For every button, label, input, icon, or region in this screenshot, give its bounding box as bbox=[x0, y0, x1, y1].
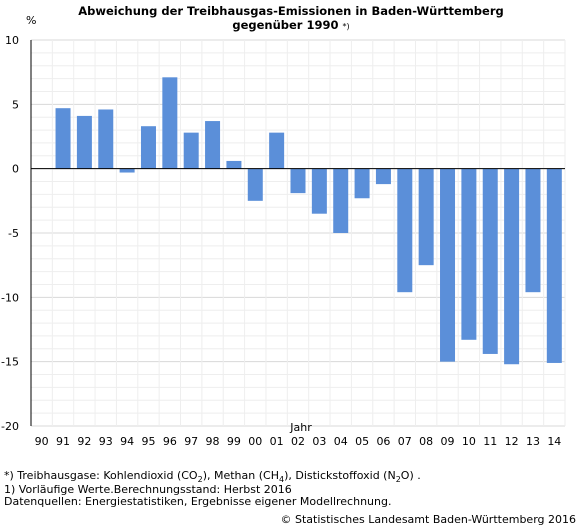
y-tick-label: -15 bbox=[1, 356, 19, 369]
bar-00 bbox=[247, 168, 263, 201]
x-tick-label: 90 bbox=[35, 435, 49, 448]
bar-91 bbox=[55, 108, 71, 169]
bar-96 bbox=[162, 77, 178, 169]
y-axis-label: % bbox=[26, 14, 36, 27]
bar-94 bbox=[119, 168, 135, 173]
bar-98 bbox=[205, 121, 221, 169]
chart-title-line1: Abweichung der Treibhausgas-Emissionen i… bbox=[78, 4, 504, 18]
x-tick-label: 04 bbox=[334, 435, 348, 448]
y-tick-label: 0 bbox=[12, 163, 19, 176]
x-tick-label: 06 bbox=[376, 435, 390, 448]
footnote-sources: Datenquellen: Energiestatistiken, Ergebn… bbox=[4, 495, 392, 508]
x-tick-label: 13 bbox=[526, 435, 540, 448]
bar-95 bbox=[140, 126, 156, 169]
chart-plot: 10 5 0 -5 -10 -15 -20 90 91 92 93 94 95 96 97 98 99 00 01 0… bbox=[1, 14, 566, 448]
bar-07 bbox=[397, 168, 413, 293]
y-tick-label: 5 bbox=[12, 98, 19, 111]
bars bbox=[55, 77, 562, 365]
chart-title-note: *) bbox=[342, 22, 350, 31]
bar-02 bbox=[290, 168, 306, 194]
y-tick-label: -20 bbox=[1, 420, 19, 433]
x-tick-label: 09 bbox=[441, 435, 455, 448]
x-tick-label: 00 bbox=[248, 435, 262, 448]
bar-09 bbox=[440, 168, 456, 362]
copyright: © Statistisches Landesamt Baden-Württemb… bbox=[280, 513, 576, 526]
footnote-preliminary: 1) Vorläufige Werte.Berechnungsstand: He… bbox=[4, 483, 292, 496]
x-tick-label: 95 bbox=[141, 435, 155, 448]
x-tick-label: 03 bbox=[312, 435, 326, 448]
bar-05 bbox=[354, 168, 370, 199]
chart-title-line2: gegenüber 1990 *) bbox=[232, 18, 350, 32]
axes: 10 5 0 -5 -10 -15 -20 90 91 92 93 94 95 96 97 98 99 00 01 0… bbox=[1, 34, 565, 448]
bar-97 bbox=[183, 132, 199, 169]
y-tick-label: -10 bbox=[1, 291, 19, 304]
y-tick-label: -5 bbox=[8, 227, 19, 240]
bar-01 bbox=[269, 132, 285, 169]
bar-03 bbox=[311, 168, 327, 214]
bar-11 bbox=[482, 168, 498, 354]
x-tick-label: 94 bbox=[120, 435, 134, 448]
x-tick-label: 12 bbox=[505, 435, 519, 448]
x-axis-label: Jahr bbox=[289, 421, 312, 434]
bar-14 bbox=[546, 168, 562, 363]
bar-92 bbox=[76, 115, 92, 169]
x-tick-label: 10 bbox=[462, 435, 476, 448]
x-tick-label: 02 bbox=[291, 435, 305, 448]
x-tick-label: 08 bbox=[419, 435, 433, 448]
bar-99 bbox=[226, 160, 242, 169]
x-tick-label: 96 bbox=[163, 435, 177, 448]
x-tick-label: 97 bbox=[184, 435, 198, 448]
bar-04 bbox=[333, 168, 349, 233]
x-tick-label: 99 bbox=[227, 435, 241, 448]
x-tick-label: 93 bbox=[99, 435, 113, 448]
bar-93 bbox=[98, 109, 114, 169]
x-tick-label: 14 bbox=[547, 435, 561, 448]
bar-10 bbox=[461, 168, 477, 340]
x-tick-label: 98 bbox=[206, 435, 220, 448]
bar-06 bbox=[375, 168, 391, 185]
x-tick-label: 92 bbox=[77, 435, 91, 448]
x-tick-label: 91 bbox=[56, 435, 70, 448]
bar-08 bbox=[418, 168, 434, 266]
x-tick-label: 05 bbox=[355, 435, 369, 448]
bar-12 bbox=[504, 168, 520, 365]
y-tick-label: 10 bbox=[5, 34, 19, 47]
x-tick-label: 01 bbox=[270, 435, 284, 448]
footnote-gases: *) Treibhausgase: Kohlendioxid (CO2), Me… bbox=[4, 469, 421, 485]
x-tick-label: 07 bbox=[398, 435, 412, 448]
bar-13 bbox=[525, 168, 541, 293]
x-tick-label: 11 bbox=[483, 435, 497, 448]
